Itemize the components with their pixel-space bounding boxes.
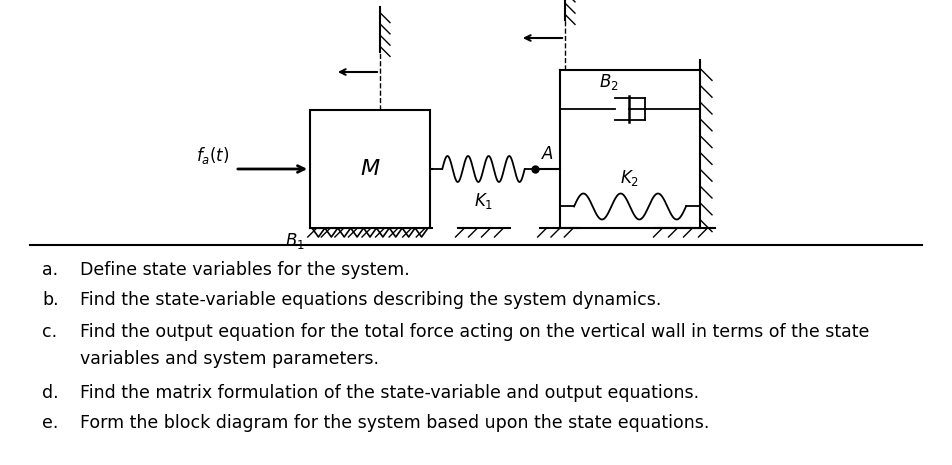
Text: Find the state-variable equations describing the system dynamics.: Find the state-variable equations descri… [80, 291, 662, 309]
Text: Define state variables for the system.: Define state variables for the system. [80, 261, 409, 279]
Text: $B_2$: $B_2$ [599, 72, 619, 92]
Text: d.: d. [42, 384, 59, 402]
Text: b.: b. [42, 291, 59, 309]
Text: e.: e. [42, 414, 58, 432]
Text: $f_a(t)$: $f_a(t)$ [196, 145, 230, 166]
Text: a.: a. [42, 261, 58, 279]
Text: Form the block diagram for the system based upon the state equations.: Form the block diagram for the system ba… [80, 414, 709, 432]
Bar [310, 110, 430, 228]
Text: $A$: $A$ [541, 145, 554, 163]
Text: $x_1$: $x_1$ [382, 0, 399, 2]
Text: Find the output equation for the total force acting on the vertical wall in term: Find the output equation for the total f… [80, 323, 869, 341]
Text: $B_1$: $B_1$ [286, 231, 305, 251]
Text: $K_1$: $K_1$ [474, 191, 493, 211]
Text: $K_2$: $K_2$ [621, 168, 640, 188]
Text: c.: c. [42, 323, 57, 341]
Text: variables and system parameters.: variables and system parameters. [80, 350, 379, 368]
Text: Find the matrix formulation of the state-variable and output equations.: Find the matrix formulation of the state… [80, 384, 699, 402]
Text: $M$: $M$ [360, 159, 380, 179]
